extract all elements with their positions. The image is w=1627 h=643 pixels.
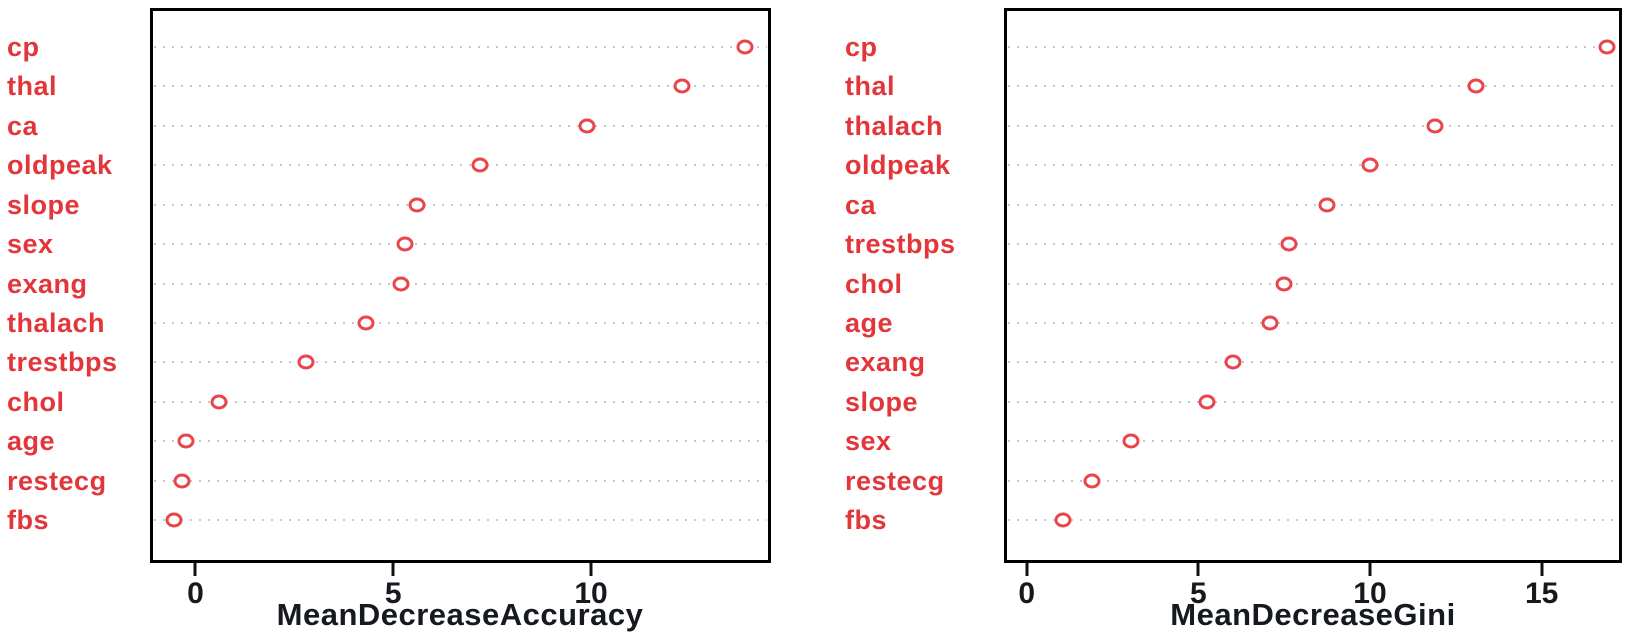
data-point: [177, 433, 195, 449]
grid-line: [154, 203, 767, 206]
grid-line: [154, 243, 767, 246]
data-point: [396, 236, 414, 252]
grid-line: [154, 321, 767, 324]
data-point: [1361, 157, 1379, 173]
grid-line: [1008, 164, 1618, 167]
data-point: [736, 39, 754, 55]
category-label: sex: [7, 229, 54, 260]
data-point: [1122, 433, 1140, 449]
x-tick-mark: [193, 563, 197, 576]
data-point: [471, 157, 489, 173]
data-point: [1261, 315, 1279, 331]
grid-line: [154, 164, 767, 167]
x-tick-label: 0: [187, 577, 204, 610]
category-label: cp: [7, 32, 40, 62]
data-point: [297, 354, 315, 370]
grid-line: [154, 85, 767, 88]
x-tick-label: 5: [1189, 577, 1207, 610]
category-label: trestbps: [7, 347, 118, 378]
grid-line: [154, 282, 767, 285]
grid-line: [1008, 400, 1618, 403]
data-point: [1467, 78, 1485, 94]
data-point: [578, 118, 596, 134]
data-point: [1275, 276, 1293, 292]
category-label: thalach: [845, 110, 944, 141]
x-tick-mark: [1540, 563, 1544, 576]
data-point: [210, 394, 228, 410]
plot-box-accuracy: [150, 8, 771, 563]
data-point: [408, 197, 426, 213]
grid-line: [154, 400, 767, 403]
grid-line: [154, 479, 767, 482]
category-label: chol: [845, 268, 903, 299]
category-label: thal: [845, 71, 896, 102]
x-tick-mark: [589, 563, 593, 576]
grid-line: [1008, 479, 1618, 482]
category-label: restecg: [845, 465, 945, 496]
grid-line: [1008, 440, 1618, 443]
category-label: fbs: [845, 505, 887, 536]
data-point: [1083, 473, 1101, 489]
grid-line: [1008, 282, 1618, 285]
data-point: [1198, 394, 1216, 410]
grid-line: [154, 46, 767, 48]
data-point: [173, 473, 191, 489]
x-tick-mark: [391, 563, 395, 576]
category-label: sex: [845, 426, 892, 457]
category-label: trestbps: [845, 229, 956, 260]
category-label: chol: [7, 386, 65, 417]
category-label: cp: [845, 32, 878, 62]
category-label: restecg: [7, 465, 107, 496]
data-point: [1318, 197, 1336, 213]
x-axis-title-gini: MeanDecreaseGini: [1170, 597, 1456, 632]
data-point: [1224, 354, 1242, 370]
grid-line: [154, 440, 767, 443]
category-label: exang: [7, 268, 88, 299]
category-label: thalach: [7, 307, 106, 338]
category-label: age: [845, 307, 894, 338]
grid-line: [1008, 519, 1618, 522]
grid-line: [1008, 243, 1618, 246]
grid-line: [1008, 124, 1618, 127]
plot-box-gini: [1004, 8, 1622, 563]
data-point: [1426, 118, 1444, 134]
category-label: slope: [7, 189, 81, 220]
category-label: exang: [845, 347, 926, 378]
category-label: thal: [7, 71, 58, 102]
data-point: [1054, 512, 1072, 528]
x-tick-mark: [1368, 563, 1372, 576]
grid-line: [1008, 321, 1618, 324]
category-label: fbs: [7, 505, 49, 536]
data-point: [673, 78, 691, 94]
x-axis-title-accuracy: MeanDecreaseAccuracy: [276, 597, 644, 632]
x-tick-mark: [1196, 563, 1200, 576]
x-tick-label: 5: [384, 577, 402, 610]
data-point: [165, 512, 183, 528]
x-tick-label: 15: [1524, 577, 1559, 610]
grid-line: [1008, 85, 1618, 88]
x-tick-mark: [1025, 563, 1029, 576]
grid-line: [154, 361, 767, 364]
grid-line: [1008, 361, 1618, 364]
category-label: ca: [7, 110, 39, 141]
category-label: ca: [845, 189, 877, 220]
data-point: [1280, 236, 1298, 252]
category-label: age: [7, 426, 56, 457]
category-label: slope: [845, 386, 919, 417]
data-point: [357, 315, 375, 331]
data-point: [1598, 39, 1616, 55]
grid-line: [154, 124, 767, 127]
grid-line: [154, 519, 767, 522]
grid-line: [1008, 46, 1618, 48]
grid-line: [1008, 203, 1618, 206]
x-tick-label: 0: [1018, 577, 1035, 610]
category-label: oldpeak: [7, 150, 113, 181]
x-tick-label: 10: [574, 577, 608, 610]
x-tick-label: 10: [1353, 577, 1387, 610]
category-label: oldpeak: [845, 150, 951, 181]
data-point: [392, 276, 410, 292]
